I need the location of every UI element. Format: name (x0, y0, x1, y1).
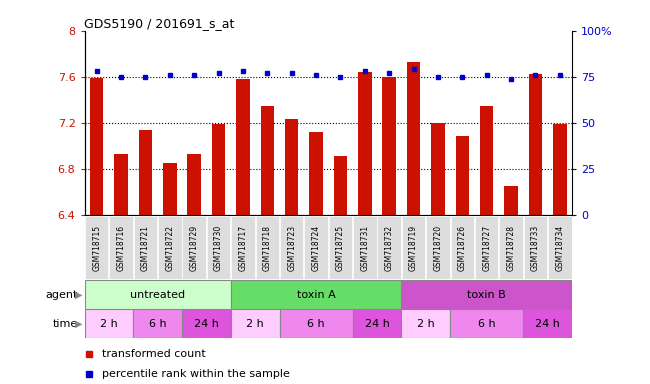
Bar (402, 309, 450, 338)
Text: GSM718724: GSM718724 (311, 225, 320, 271)
FancyBboxPatch shape (183, 216, 206, 279)
Text: GSM718729: GSM718729 (190, 225, 199, 271)
FancyBboxPatch shape (499, 216, 523, 279)
Bar (187, 154, 201, 215)
Bar (528, 74, 542, 215)
Text: transformed count: transformed count (101, 349, 205, 359)
Text: GSM718718: GSM718718 (263, 225, 272, 271)
Text: GSM718722: GSM718722 (165, 225, 174, 271)
Text: 2 h: 2 h (100, 318, 118, 329)
Bar (114, 154, 128, 215)
Text: GSM718732: GSM718732 (385, 225, 394, 271)
Bar (236, 79, 250, 215)
Bar (231, 309, 280, 338)
Bar (523, 309, 572, 338)
FancyBboxPatch shape (255, 216, 279, 279)
Bar (285, 119, 298, 215)
Text: GSM718716: GSM718716 (116, 225, 125, 271)
FancyBboxPatch shape (109, 216, 133, 279)
Text: agent: agent (46, 290, 78, 300)
Bar (138, 130, 152, 215)
Text: GSM718725: GSM718725 (336, 225, 345, 271)
Bar (133, 309, 182, 338)
FancyBboxPatch shape (402, 216, 425, 279)
FancyBboxPatch shape (207, 216, 230, 279)
Text: 6 h: 6 h (307, 318, 325, 329)
Text: 2 h: 2 h (417, 318, 435, 329)
Bar (553, 124, 567, 215)
Text: GSM718720: GSM718720 (434, 225, 443, 271)
Text: ▶: ▶ (75, 318, 83, 329)
FancyBboxPatch shape (548, 216, 571, 279)
Text: 24 h: 24 h (194, 318, 219, 329)
FancyBboxPatch shape (134, 216, 157, 279)
Bar (407, 62, 421, 215)
Text: GSM718730: GSM718730 (214, 225, 223, 271)
Text: 6 h: 6 h (149, 318, 166, 329)
Text: GSM718731: GSM718731 (360, 225, 369, 271)
Text: GSM718727: GSM718727 (482, 225, 491, 271)
Bar (504, 186, 518, 215)
Text: GSM718717: GSM718717 (239, 225, 248, 271)
FancyBboxPatch shape (524, 216, 547, 279)
FancyBboxPatch shape (353, 216, 376, 279)
Text: GSM718734: GSM718734 (555, 225, 564, 271)
FancyBboxPatch shape (475, 216, 499, 279)
FancyBboxPatch shape (378, 216, 401, 279)
Text: 6 h: 6 h (478, 318, 495, 329)
Text: toxin A: toxin A (296, 290, 335, 300)
Bar (163, 163, 177, 215)
Bar (382, 77, 396, 215)
FancyBboxPatch shape (304, 216, 328, 279)
Text: GSM718719: GSM718719 (409, 225, 418, 271)
Text: untreated: untreated (130, 290, 185, 300)
FancyBboxPatch shape (158, 216, 181, 279)
Bar (352, 309, 402, 338)
Bar (182, 309, 231, 338)
Bar (333, 156, 347, 215)
Bar (84, 309, 133, 338)
Text: 24 h: 24 h (365, 318, 389, 329)
Bar (456, 136, 469, 215)
Bar (231, 280, 402, 309)
Bar (402, 280, 572, 309)
Bar (431, 123, 445, 215)
Bar (84, 280, 231, 309)
FancyBboxPatch shape (280, 216, 304, 279)
FancyBboxPatch shape (85, 216, 109, 279)
FancyBboxPatch shape (329, 216, 352, 279)
Text: toxin B: toxin B (467, 290, 506, 300)
Bar (309, 132, 323, 215)
Bar (212, 124, 226, 215)
Text: GDS5190 / 201691_s_at: GDS5190 / 201691_s_at (84, 17, 235, 30)
Bar (280, 309, 352, 338)
Text: 24 h: 24 h (535, 318, 560, 329)
Text: GSM718715: GSM718715 (92, 225, 101, 271)
Text: 2 h: 2 h (246, 318, 264, 329)
Bar (450, 309, 523, 338)
Text: GSM718733: GSM718733 (531, 225, 540, 271)
Text: time: time (53, 318, 78, 329)
Text: GSM718726: GSM718726 (458, 225, 467, 271)
Bar (90, 78, 103, 215)
FancyBboxPatch shape (231, 216, 255, 279)
Text: GSM718728: GSM718728 (506, 225, 515, 271)
FancyBboxPatch shape (426, 216, 450, 279)
Text: ▶: ▶ (75, 290, 83, 300)
Bar (480, 106, 493, 215)
Bar (261, 106, 274, 215)
FancyBboxPatch shape (450, 216, 474, 279)
Text: GSM718723: GSM718723 (287, 225, 296, 271)
Bar (358, 72, 372, 215)
Text: percentile rank within the sample: percentile rank within the sample (101, 369, 289, 379)
Text: GSM718721: GSM718721 (141, 225, 150, 271)
